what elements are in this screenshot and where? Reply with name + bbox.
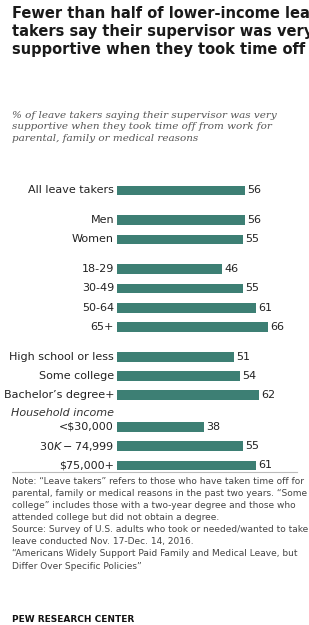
Text: PEW RESEARCH CENTER: PEW RESEARCH CENTER — [12, 614, 135, 624]
Text: $75,000+: $75,000+ — [59, 461, 114, 471]
Text: 61: 61 — [259, 461, 273, 471]
Text: Men: Men — [90, 215, 114, 225]
Text: Women: Women — [72, 234, 114, 244]
Text: 61: 61 — [259, 302, 273, 312]
Bar — [117, 284, 243, 293]
Text: 54: 54 — [243, 371, 257, 381]
Bar — [117, 216, 245, 225]
Bar — [117, 371, 240, 381]
Text: 38: 38 — [206, 422, 220, 432]
Text: 55: 55 — [245, 234, 259, 244]
Bar — [117, 303, 256, 312]
Bar — [117, 461, 256, 470]
Text: 18-29: 18-29 — [82, 264, 114, 274]
Text: 65+: 65+ — [91, 322, 114, 332]
Text: 66: 66 — [270, 322, 284, 332]
Text: $30K-$74,999: $30K-$74,999 — [39, 439, 114, 452]
Bar — [117, 391, 259, 400]
Text: 55: 55 — [245, 441, 259, 451]
Text: 50-64: 50-64 — [82, 302, 114, 312]
Text: Note: “Leave takers” refers to those who have taken time off for
parental, famil: Note: “Leave takers” refers to those who… — [12, 476, 309, 571]
Text: <$30,000: <$30,000 — [59, 422, 114, 432]
Text: Bachelor’s degree+: Bachelor’s degree+ — [3, 390, 114, 400]
Text: 46: 46 — [224, 264, 239, 274]
Bar — [117, 234, 243, 244]
Text: Household income: Household income — [11, 408, 114, 418]
Bar — [117, 352, 234, 361]
Text: 51: 51 — [236, 352, 250, 362]
Bar — [117, 422, 204, 432]
Bar — [117, 264, 222, 274]
Bar — [117, 186, 245, 195]
Text: High school or less: High school or less — [9, 352, 114, 362]
Text: Fewer than half of lower-income leave
takers say their supervisor was very
suppo: Fewer than half of lower-income leave ta… — [12, 6, 309, 58]
Text: % of leave takers saying their supervisor was very
supportive when they took tim: % of leave takers saying their superviso… — [12, 111, 277, 142]
Text: Some college: Some college — [39, 371, 114, 381]
Text: 55: 55 — [245, 284, 259, 294]
Text: 56: 56 — [247, 215, 261, 225]
Text: 30-49: 30-49 — [82, 284, 114, 294]
Bar — [117, 322, 268, 332]
Bar — [117, 441, 243, 451]
Text: All leave takers: All leave takers — [28, 186, 114, 196]
Text: 62: 62 — [261, 390, 275, 400]
Text: 56: 56 — [247, 186, 261, 196]
